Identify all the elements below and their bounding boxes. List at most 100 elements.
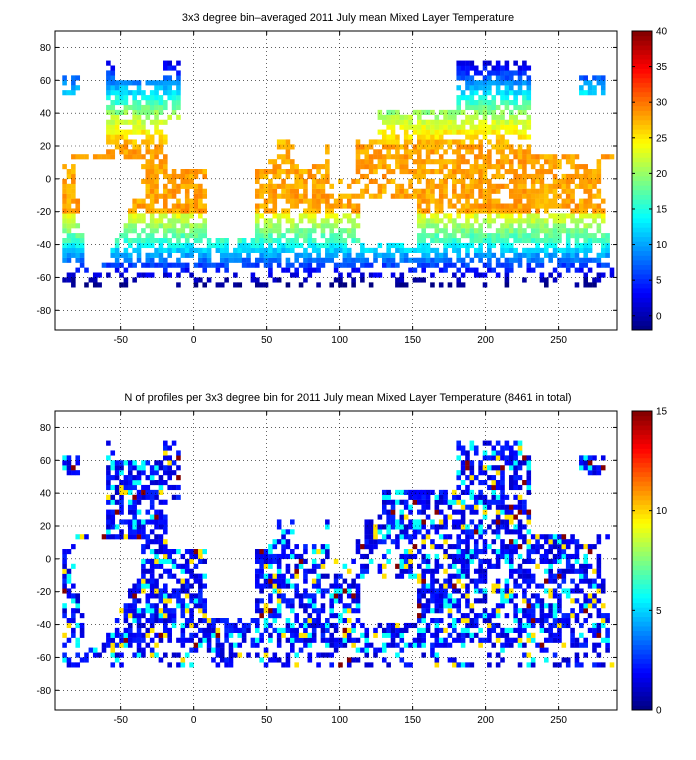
- data-bin: [119, 80, 124, 86]
- data-bin: [491, 549, 497, 555]
- data-bin: [254, 178, 260, 184]
- data-bin: [482, 95, 488, 101]
- data-bin: [552, 242, 558, 249]
- data-bin: [500, 242, 505, 249]
- data-bin: [145, 618, 151, 624]
- data-bin: [66, 242, 72, 249]
- data-bin: [149, 173, 155, 180]
- data-bin: [469, 608, 475, 614]
- data-bin: [517, 208, 523, 214]
- data-bin: [408, 119, 413, 125]
- data-bin: [570, 252, 575, 258]
- data-bin: [513, 524, 518, 530]
- data-bin: [303, 544, 308, 550]
- data-bin: [430, 489, 435, 495]
- data-bin: [539, 193, 545, 199]
- data-bin: [281, 553, 286, 560]
- data-bin: [570, 578, 575, 584]
- data-bin: [136, 85, 142, 91]
- data-bin: [491, 613, 497, 619]
- data-bin: [263, 282, 269, 288]
- data-bin: [487, 178, 492, 184]
- data-bin: [430, 159, 435, 165]
- data-bin: [294, 613, 299, 619]
- data-bin: [386, 242, 391, 249]
- data-bin: [438, 642, 444, 648]
- data-bin: [136, 632, 142, 638]
- data-bin: [360, 568, 365, 574]
- data-bin: [539, 613, 545, 619]
- data-bin: [517, 563, 523, 569]
- data-bin: [84, 267, 89, 273]
- data-bin: [390, 193, 396, 199]
- data-bin: [123, 603, 129, 609]
- data-bin: [325, 178, 330, 184]
- data-bin: [368, 169, 374, 175]
- data-bin: [443, 109, 448, 115]
- data-bin: [373, 272, 378, 278]
- data-bin: [149, 198, 155, 204]
- data-bin: [530, 558, 536, 564]
- data-bin: [360, 277, 365, 283]
- data-bin: [495, 524, 501, 530]
- data-bin: [421, 198, 426, 204]
- data-bin: [71, 272, 76, 278]
- data-bin: [482, 499, 488, 505]
- data-bin: [434, 169, 440, 175]
- data-bin: [202, 228, 208, 234]
- data-bin: [587, 90, 593, 96]
- data-bin: [158, 159, 164, 165]
- data-bin: [97, 272, 102, 278]
- data-bin: [281, 247, 286, 253]
- data-bin: [119, 470, 124, 476]
- data-bin: [272, 277, 278, 283]
- data-bin: [473, 272, 479, 278]
- data-bin: [294, 169, 299, 175]
- data-bin: [513, 238, 518, 244]
- data-bin: [482, 124, 488, 130]
- data-bin: [259, 549, 264, 555]
- data-bin: [403, 529, 409, 535]
- data-bin: [180, 252, 186, 258]
- data-bin: [478, 480, 483, 486]
- data-bin: [176, 588, 181, 594]
- data-bin: [460, 193, 466, 199]
- data-bin: [548, 242, 553, 249]
- data-bin: [460, 203, 466, 209]
- data-bin: [294, 178, 299, 184]
- data-bin: [500, 627, 505, 633]
- data-bin: [298, 169, 304, 175]
- data-bin: [329, 608, 335, 614]
- data-bin: [430, 139, 435, 145]
- data-bin: [491, 109, 497, 115]
- data-bin: [552, 544, 558, 550]
- data-bin: [456, 139, 462, 145]
- data-bin: [198, 618, 203, 624]
- data-bin: [495, 119, 501, 125]
- data-bin: [71, 583, 76, 589]
- data-bin: [443, 178, 448, 184]
- data-bin: [320, 637, 326, 643]
- data-bin: [443, 159, 448, 165]
- data-bin: [508, 460, 514, 466]
- data-bin: [579, 178, 584, 184]
- data-bin: [443, 489, 448, 495]
- data-bin: [395, 139, 400, 145]
- data-bin: [338, 662, 343, 668]
- data-bin: [268, 544, 273, 550]
- data-bin: [127, 213, 133, 219]
- data-bin: [517, 262, 523, 268]
- data-bin: [447, 608, 453, 614]
- data-bin: [110, 114, 116, 120]
- data-bin: [325, 238, 330, 244]
- data-bin: [386, 262, 391, 268]
- data-bin: [163, 618, 168, 624]
- data-bin: [377, 159, 383, 165]
- data-bin: [508, 124, 514, 130]
- data-bin: [114, 475, 120, 481]
- data-bin: [460, 208, 466, 214]
- data-bin: [180, 228, 186, 234]
- data-bin: [141, 124, 146, 130]
- data-bin: [469, 129, 475, 135]
- data-bin: [526, 662, 532, 668]
